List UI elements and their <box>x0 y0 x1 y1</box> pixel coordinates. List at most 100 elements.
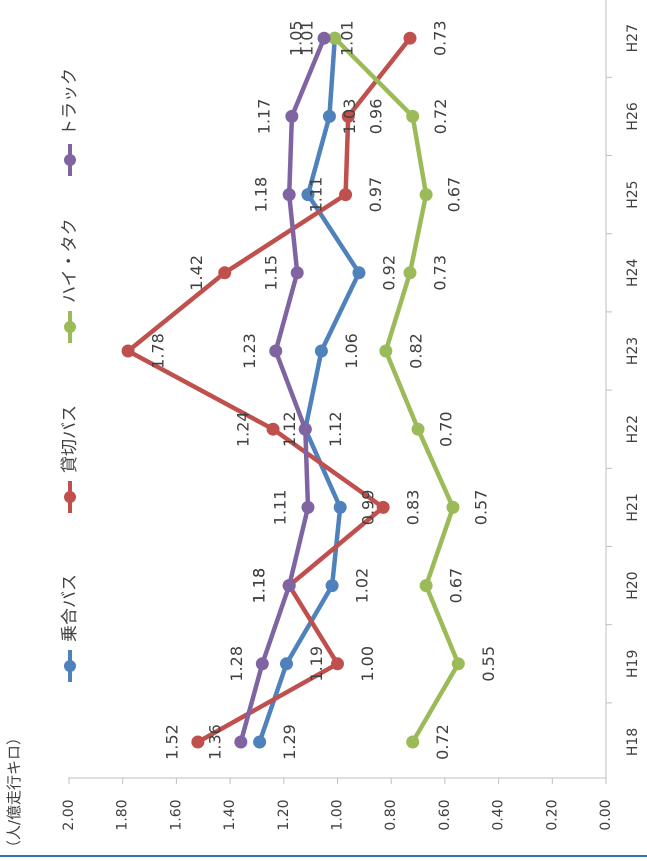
data-point <box>234 735 248 749</box>
data-point <box>266 422 280 436</box>
data-point <box>419 188 433 202</box>
data-label: 0.57 <box>471 490 490 526</box>
value-tick-label: 1.40 <box>222 799 238 830</box>
legend-swatch-marker <box>64 660 76 672</box>
data-point <box>333 500 347 514</box>
data-point <box>376 500 390 514</box>
value-tick-label: 1.00 <box>330 799 346 830</box>
series-line <box>333 36 461 744</box>
category-label: H22 <box>625 415 641 443</box>
data-point <box>403 31 417 45</box>
value-tick-label: 1.60 <box>168 799 184 830</box>
data-label: 0.70 <box>437 411 456 447</box>
data-label: 1.06 <box>342 333 361 369</box>
data-point <box>301 500 315 514</box>
data-label: 1.78 <box>149 333 168 369</box>
data-point <box>411 422 425 436</box>
data-label: 0.55 <box>479 646 498 682</box>
data-label: 1.01 <box>337 20 356 56</box>
data-label: 0.96 <box>367 99 386 135</box>
series-line <box>238 37 327 743</box>
data-label: 0.72 <box>433 724 452 760</box>
data-label: 1.52 <box>162 724 181 760</box>
data-label: 1.23 <box>240 333 259 369</box>
value-tick-label: 2.00 <box>61 799 77 830</box>
data-point <box>406 109 420 123</box>
data-point <box>328 31 342 45</box>
category-label: H21 <box>625 493 641 521</box>
data-point <box>290 266 304 280</box>
data-label: 0.73 <box>430 255 449 291</box>
data-label: 1.18 <box>250 568 269 604</box>
data-label: 1.18 <box>252 177 271 213</box>
data-label: 1.05 <box>287 20 306 56</box>
data-label: 1.03 <box>340 99 359 135</box>
data-point <box>419 579 433 593</box>
data-label: 1.15 <box>262 255 281 291</box>
value-tick-label: 0.80 <box>383 799 399 830</box>
value-tick-label: 0.40 <box>491 799 507 830</box>
series-line <box>125 36 412 744</box>
data-point <box>339 188 353 202</box>
data-label: 1.36 <box>205 724 224 760</box>
data-point <box>255 657 269 671</box>
data-point <box>279 657 293 671</box>
legend-label: 貸切バス <box>60 405 80 473</box>
data-label: 1.00 <box>358 646 377 682</box>
data-point <box>285 109 299 123</box>
category-label: H18 <box>625 728 641 756</box>
data-point <box>352 266 366 280</box>
category-label: H19 <box>625 650 641 678</box>
unit-label: （人/億走行キロ） <box>5 730 23 855</box>
data-point <box>341 109 355 123</box>
category-label: H20 <box>625 571 641 599</box>
data-point <box>191 735 205 749</box>
data-label: 0.97 <box>366 177 385 213</box>
data-label: 0.67 <box>447 568 466 604</box>
data-label: 1.01 <box>297 20 316 56</box>
data-label: 1.02 <box>353 568 372 604</box>
data-label: 1.17 <box>254 99 273 135</box>
data-point <box>446 500 460 514</box>
data-label: 1.29 <box>280 724 299 760</box>
data-label: 1.42 <box>187 255 206 291</box>
legend-swatch-marker <box>64 491 76 503</box>
data-label: 1.11 <box>270 490 289 526</box>
data-point <box>298 422 312 436</box>
data-point <box>301 188 315 202</box>
data-label: 1.12 <box>326 411 345 447</box>
category-label: H24 <box>625 259 641 287</box>
data-point <box>218 266 232 280</box>
value-tick-label: 1.20 <box>276 799 292 830</box>
category-label: H27 <box>625 24 641 52</box>
data-label: 1.18 <box>250 568 269 604</box>
data-label: 1.24 <box>234 411 253 447</box>
data-label: 0.82 <box>406 333 425 369</box>
data-point <box>325 579 339 593</box>
series-line <box>257 38 362 743</box>
data-label: 0.73 <box>430 20 449 56</box>
data-label: 0.72 <box>431 99 450 135</box>
data-point <box>282 188 296 202</box>
data-label: 0.83 <box>404 490 423 526</box>
data-point <box>269 344 283 358</box>
category-label: H26 <box>625 102 641 130</box>
data-point <box>322 109 336 123</box>
data-label: 0.92 <box>379 255 398 291</box>
data-point <box>379 344 393 358</box>
data-point <box>121 344 135 358</box>
value-tick-label: 0.60 <box>437 799 453 830</box>
data-point <box>331 657 344 671</box>
data-point <box>314 344 328 358</box>
legend-swatch-marker <box>64 321 76 333</box>
value-tick-label: 0.20 <box>544 799 560 830</box>
data-point <box>282 579 296 593</box>
legend-label: 乗合バス <box>60 574 80 642</box>
data-point <box>317 31 331 45</box>
data-label: 1.11 <box>306 177 325 213</box>
legend-label: トラック <box>60 68 80 136</box>
data-point <box>253 735 267 749</box>
